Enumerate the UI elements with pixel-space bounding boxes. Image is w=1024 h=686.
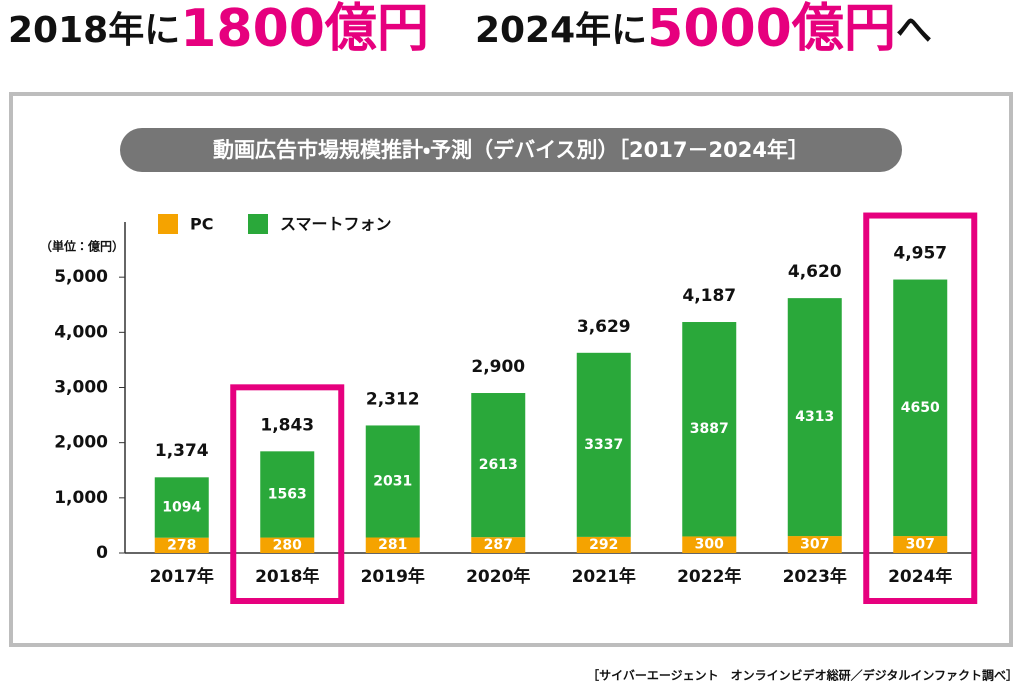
bar-value-label: 2031 xyxy=(373,473,412,489)
total-label: 4,187 xyxy=(682,286,736,306)
highlight-box xyxy=(230,384,345,604)
bar-value-label: 1094 xyxy=(162,499,201,515)
headline: 2018年に1800億円 2024年に5000億円へ xyxy=(8,0,932,59)
x-tick-label: 2018年 xyxy=(255,566,319,587)
headline-part: 1800億円 xyxy=(180,0,429,59)
bar-segment xyxy=(682,322,737,537)
y-unit: （単位：億円） xyxy=(40,239,124,254)
headline-part: 5000億円 xyxy=(647,0,896,59)
bar-value-label: 292 xyxy=(589,537,618,553)
total-label: 2,312 xyxy=(366,389,420,409)
bar-segment xyxy=(154,537,209,553)
headline-part: 2018年に xyxy=(8,10,180,51)
bar-value-label: 2613 xyxy=(479,457,518,473)
bar-value-label: 307 xyxy=(906,537,935,553)
legend-label: PC xyxy=(190,215,213,234)
bar-segment xyxy=(682,536,737,553)
x-tick-label: 2021年 xyxy=(572,566,636,587)
y-tick-label: 2,000 xyxy=(54,433,108,453)
bar-segment xyxy=(471,537,526,553)
bar-value-label: 280 xyxy=(273,537,302,553)
x-tick-label: 2019年 xyxy=(361,566,425,587)
bar-segment xyxy=(576,536,631,553)
x-tick-label: 2020年 xyxy=(466,566,530,587)
bar-segment xyxy=(260,537,315,553)
source: ［サイバーエージェント オンラインビデオ総研／デジタルインファクト調べ］ xyxy=(587,668,1018,683)
headline-part: へ xyxy=(896,10,932,51)
bar-value-label: 4650 xyxy=(901,400,940,416)
total-label: 1,843 xyxy=(260,415,314,435)
total-label: 4,620 xyxy=(788,262,842,282)
bar-value-label: 4313 xyxy=(795,409,834,425)
bar-value-label: 3337 xyxy=(584,437,623,453)
title-pill xyxy=(120,128,902,172)
bar-value-label: 307 xyxy=(800,537,829,553)
bar-value-label: 281 xyxy=(378,537,407,553)
bar-segment xyxy=(893,279,948,537)
y-tick-label: 5,000 xyxy=(54,267,108,287)
legend-swatch xyxy=(158,214,178,234)
total-label: 4,957 xyxy=(893,244,947,264)
bar-segment xyxy=(154,477,209,538)
bar-value-label: 300 xyxy=(695,537,724,553)
y-tick-label: 0 xyxy=(96,543,108,563)
legend-swatch xyxy=(248,214,268,234)
bar-segment xyxy=(576,352,631,537)
highlight-box xyxy=(863,212,978,605)
y-tick-label: 3,000 xyxy=(54,378,108,398)
headline-part: 2024年に xyxy=(475,10,647,51)
bar-segment xyxy=(787,298,842,537)
bar-segment xyxy=(893,536,948,553)
y-tick-label: 1,000 xyxy=(54,488,108,508)
x-tick-label: 2024年 xyxy=(888,566,952,587)
x-tick-label: 2022年 xyxy=(677,566,741,587)
x-tick-label: 2017年 xyxy=(150,566,214,587)
bar-segment xyxy=(365,537,420,553)
bar-value-label: 278 xyxy=(167,537,196,553)
bar-segment xyxy=(260,451,315,538)
bar-value-label: 1563 xyxy=(268,486,307,502)
bar-segment xyxy=(471,393,526,538)
y-tick-label: 4,000 xyxy=(54,322,108,342)
bar-value-label: 287 xyxy=(484,537,513,553)
x-tick-label: 2023年 xyxy=(783,566,847,587)
chart-title: 動画広告市場規模推計・予測（デバイス別）［2017－2024年］ xyxy=(213,138,809,162)
total-label: 1,374 xyxy=(155,441,209,461)
legend-label: スマートフォン xyxy=(280,215,392,234)
bar-value-label: 3887 xyxy=(690,421,729,437)
total-label: 3,629 xyxy=(577,317,631,337)
bar-segment xyxy=(365,425,420,538)
total-label: 2,900 xyxy=(471,357,525,377)
bar-segment xyxy=(787,536,842,553)
